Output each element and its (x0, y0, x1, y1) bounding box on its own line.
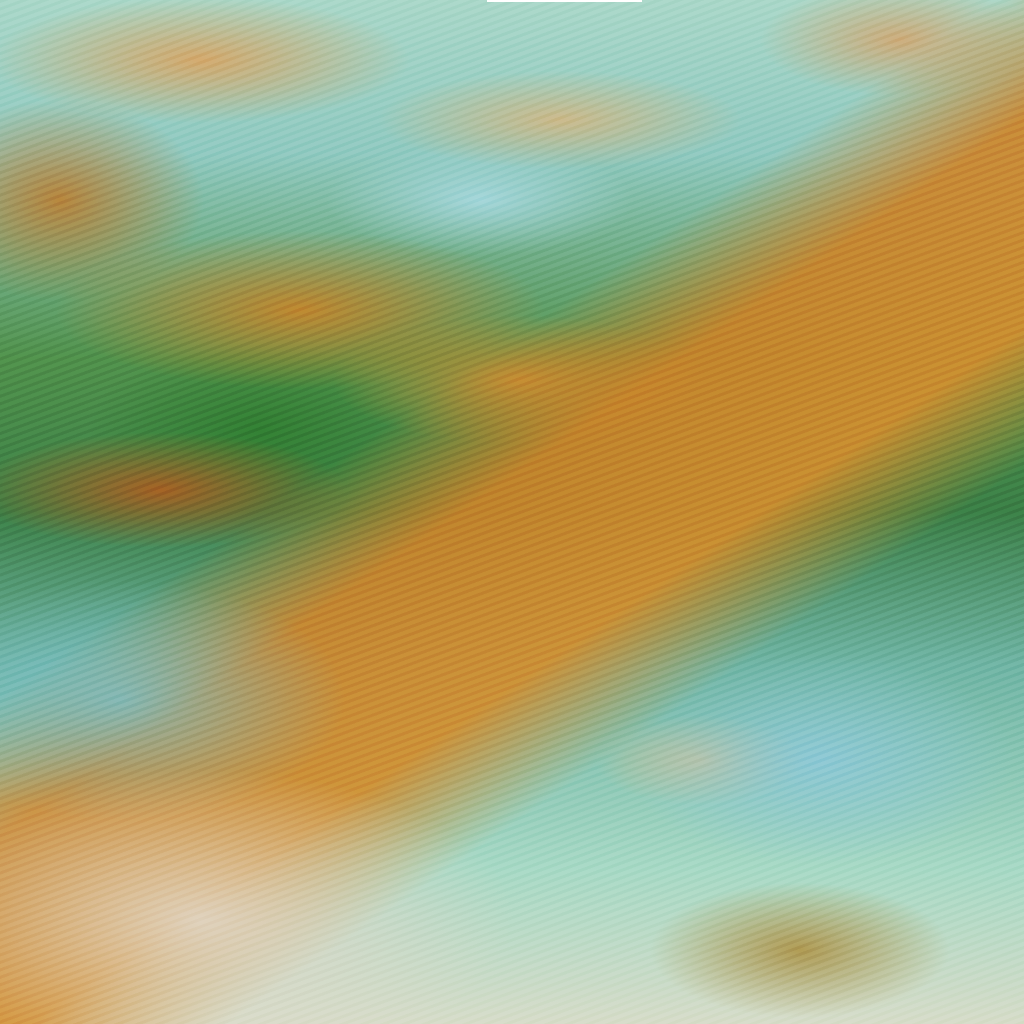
top-edge-strip (487, 0, 642, 2)
